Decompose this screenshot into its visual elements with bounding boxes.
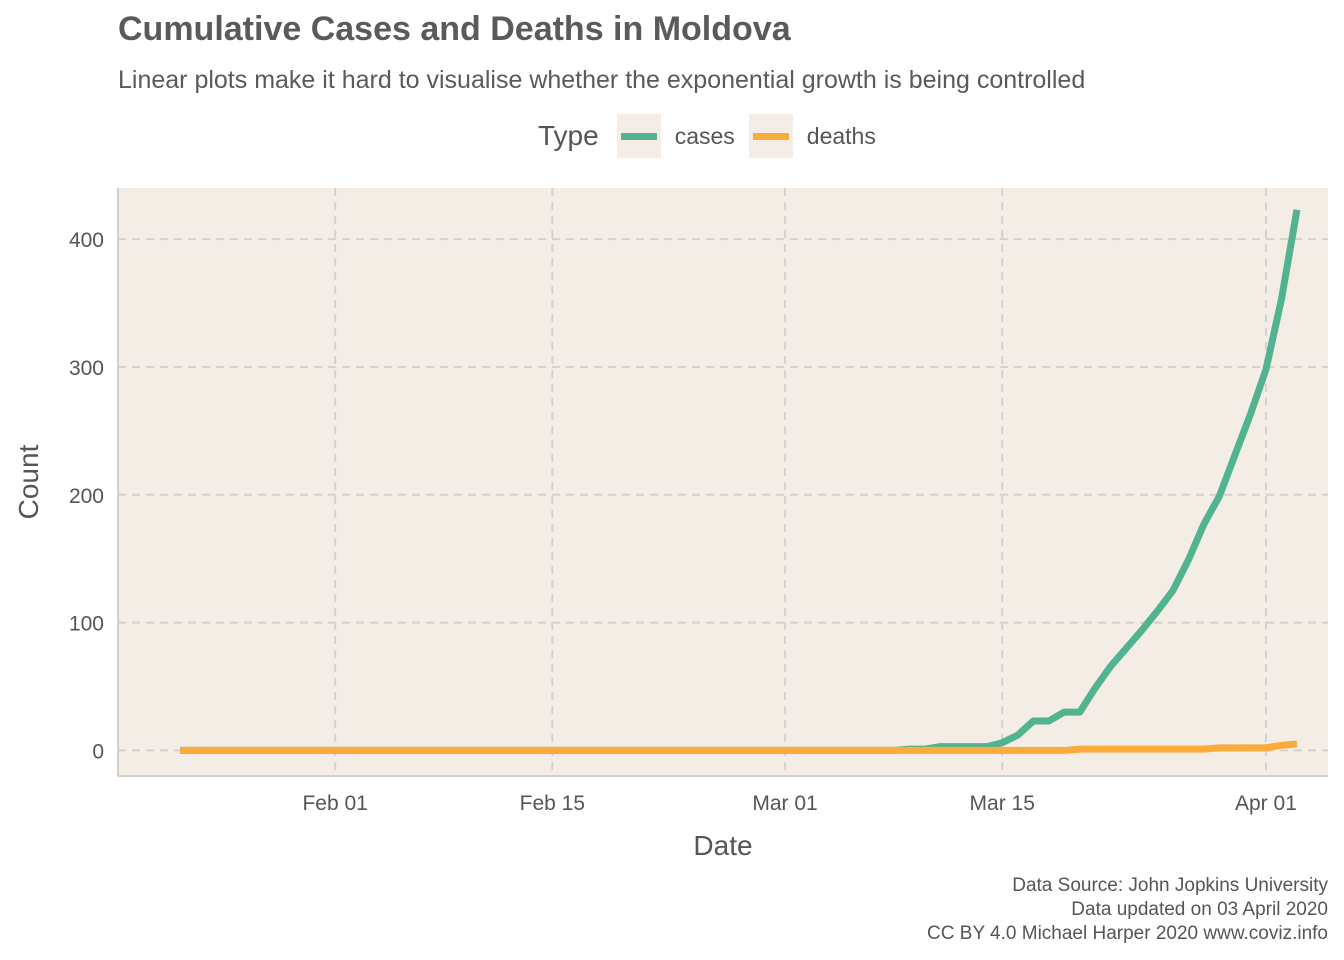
legend-swatch-cases xyxy=(620,133,657,140)
x-tick-label: Apr 01 xyxy=(1235,792,1297,815)
y-tick-label: 200 xyxy=(69,485,104,508)
y-axis-label: Count xyxy=(13,444,44,519)
plot-panel xyxy=(118,188,1328,776)
x-tick-label: Mar 15 xyxy=(970,792,1035,815)
legend-swatch-deaths xyxy=(752,133,789,140)
x-tick-label: Feb 01 xyxy=(302,792,367,815)
x-tick-label: Feb 15 xyxy=(520,792,585,815)
caption: Data Source: John Jopkins University Dat… xyxy=(927,874,1328,946)
chart-subtitle: Linear plots make it hard to visualise w… xyxy=(118,66,1086,94)
legend-label-cases: cases xyxy=(674,122,735,149)
legend-label-deaths: deaths xyxy=(806,122,876,149)
series-lines xyxy=(180,209,1301,754)
legend-title: Type xyxy=(538,120,599,151)
gridlines xyxy=(118,188,1328,776)
series-line-deaths xyxy=(180,740,1298,754)
x-tick-labels: Feb 01 Feb 15 Mar 01 Mar 15 Apr 01 xyxy=(302,792,1296,815)
caption-source: Data Source: John Jopkins University xyxy=(1012,875,1328,896)
y-tick-label: 300 xyxy=(69,357,104,380)
legend: Type cases deaths xyxy=(538,114,890,158)
legend-key-cases xyxy=(616,114,661,158)
y-tick-label: 0 xyxy=(92,740,104,763)
legend-item-deaths: deaths xyxy=(748,114,876,158)
x-tick-label: Mar 01 xyxy=(752,792,817,815)
legend-key-deaths xyxy=(748,114,793,158)
x-axis-label: Date xyxy=(693,830,752,861)
caption-license: CC BY 4.0 Michael Harper 2020 www.coviz.… xyxy=(927,923,1328,944)
chart-title: Cumulative Cases and Deaths in Moldova xyxy=(118,10,791,48)
y-tick-label: 400 xyxy=(69,229,104,252)
legend-item-cases: cases xyxy=(616,114,735,158)
caption-updated: Data updated on 03 April 2020 xyxy=(1071,899,1328,920)
y-tick-label: 100 xyxy=(69,613,104,636)
y-tick-labels: 0 100 200 300 400 xyxy=(69,229,104,763)
